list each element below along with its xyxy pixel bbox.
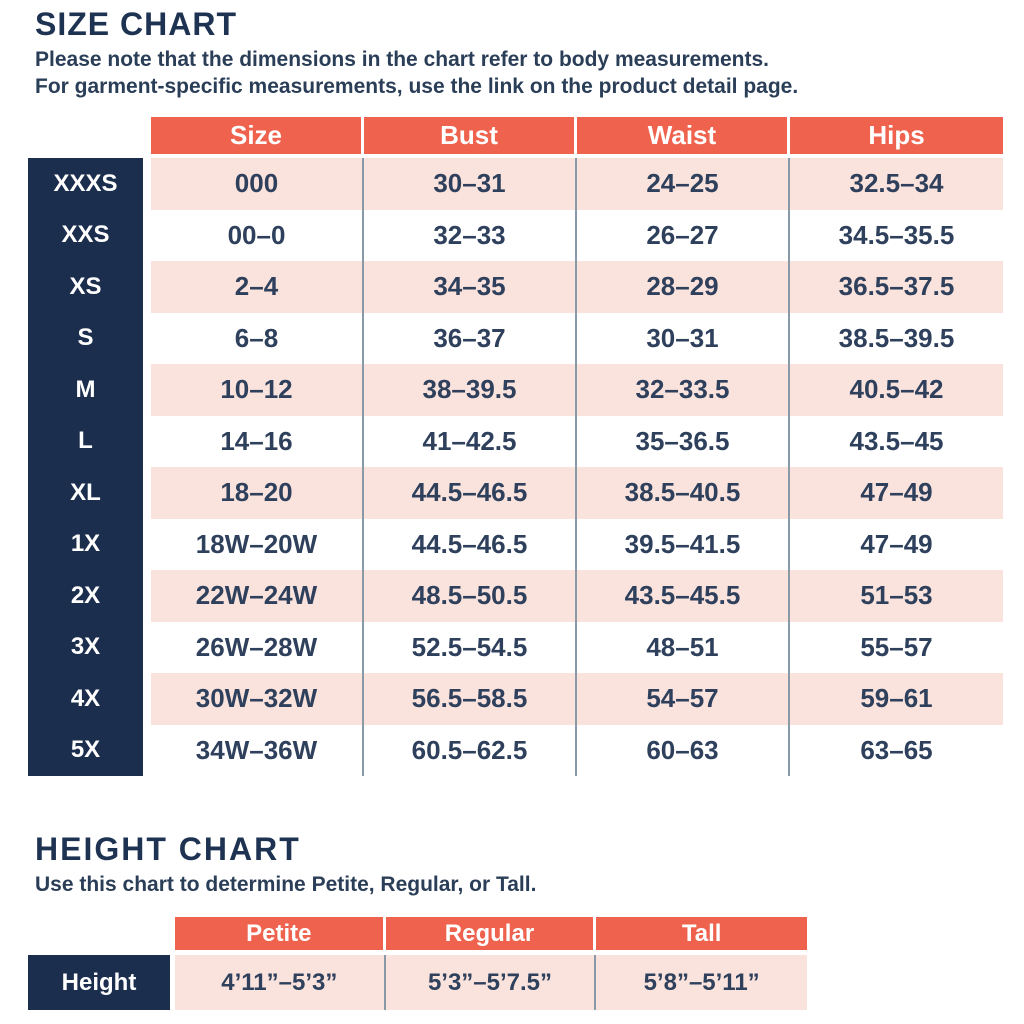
cell-bust: 38–39.5 (364, 364, 577, 416)
row-label-2x: 2X (70, 581, 101, 609)
cell-bust: 56.5–58.5 (364, 673, 577, 725)
table-row: 22W–24W 48.5–50.5 43.5–45.5 51–53 (151, 570, 1003, 622)
table-row: 2–4 34–35 28–29 36.5–37.5 (151, 261, 1003, 313)
table-row: 30W–32W 56.5–58.5 54–57 59–61 (151, 673, 1003, 725)
cell-waist: 48–51 (577, 621, 790, 673)
cell-waist: 26–27 (577, 209, 790, 261)
table-row: 34W–36W 60.5–62.5 60–63 63–65 (151, 724, 1003, 776)
height-chart-note: Use this chart to determine Petite, Regu… (35, 873, 537, 896)
cell-waist: 54–57 (577, 673, 790, 725)
cell-waist: 24–25 (577, 158, 790, 210)
size-table-header-hips: Hips (790, 117, 1003, 154)
table-row: 6–8 36–37 30–31 38.5–39.5 (151, 312, 1003, 364)
cell-bust: 34–35 (364, 261, 577, 313)
cell-waist: 60–63 (577, 724, 790, 776)
cell-hips: 34.5–35.5 (838, 219, 955, 250)
table-row: 10–12 38–39.5 32–33.5 40.5–42 (151, 364, 1003, 416)
height-header-petite: Petite (175, 917, 386, 950)
cell-size: 26W–28W (151, 621, 364, 673)
table-row: 18–20 44.5–46.5 38.5–40.5 47–49 (151, 467, 1003, 519)
cell-bust: 32–33 (364, 209, 577, 261)
row-label-xs: XS (69, 272, 102, 300)
table-row: 000 30–31 24–25 32.5–34 (151, 158, 1003, 210)
cell-hips: 36.5–37.5 (838, 271, 955, 302)
cell-waist: 32–33.5 (577, 364, 790, 416)
height-header-regular: Regular (385, 917, 597, 950)
row-label-s: S (77, 324, 94, 352)
cell-bust: 52.5–54.5 (364, 621, 577, 673)
cell-size: 22W–24W (151, 570, 364, 622)
row-label-1x: 1X (70, 530, 101, 558)
table-row: 26W–28W 52.5–54.5 48–51 55–57 (151, 621, 1003, 673)
cell-size: 14–16 (151, 415, 364, 467)
cell-waist: 39.5–41.5 (577, 518, 790, 570)
cell-size: 6–8 (151, 312, 364, 364)
height-chart-title: HEIGHT CHART (35, 831, 301, 867)
row-label-4x: 4X (70, 684, 101, 712)
size-chart-note-line1: Please note that the dimensions in the c… (35, 48, 770, 71)
height-table: Petite Regular Tall Height 4’11”–5’3” 5’… (28, 917, 807, 1010)
cell-hips: 63–65 (860, 734, 933, 765)
cell-petite-range: 4’11”–5’3” (175, 955, 386, 1010)
row-label-5x: 5X (70, 736, 101, 764)
cell-hips: 47–49 (860, 477, 933, 508)
cell-size: 30W–32W (151, 673, 364, 725)
table-row: 18W–20W 44.5–46.5 39.5–41.5 47–49 (151, 518, 1003, 570)
cell-hips: 51–53 (860, 580, 933, 611)
cell-size: 18–20 (151, 467, 364, 519)
cell-hips: 40.5–42 (849, 374, 944, 405)
cell-regular-range: 5’3”–5’7.5” (386, 955, 597, 1010)
cell-hips: 55–57 (860, 631, 933, 662)
size-table-body: 000 30–31 24–25 32.5–34 00–0 32–33 26–27… (151, 158, 1003, 776)
cell-bust: 60.5–62.5 (364, 724, 577, 776)
height-table-row: 4’11”–5’3” 5’3”–5’7.5” 5’8”–5’11” (175, 955, 807, 1010)
cell-waist: 30–31 (577, 312, 790, 364)
cell-bust: 41–42.5 (364, 415, 577, 467)
size-table: Size Bust Waist Hips XXXS XXS XS S M L X… (28, 117, 1003, 776)
size-table-header-bust: Bust (364, 117, 577, 154)
size-chart-title: SIZE CHART (35, 6, 237, 42)
cell-hips: 32.5–34 (849, 168, 944, 199)
size-table-header-waist: Waist (577, 117, 790, 154)
cell-hips: 47–49 (860, 528, 933, 559)
cell-bust: 44.5–46.5 (364, 518, 577, 570)
table-row: 00–0 32–33 26–27 34.5–35.5 (151, 209, 1003, 261)
cell-size: 000 (151, 158, 364, 210)
cell-hips: 43.5–45 (849, 425, 944, 456)
cell-bust: 36–37 (364, 312, 577, 364)
cell-size: 18W–20W (151, 518, 364, 570)
cell-waist: 28–29 (577, 261, 790, 313)
cell-bust: 44.5–46.5 (364, 467, 577, 519)
size-chart-note-line2: For garment-specific measurements, use t… (35, 75, 799, 98)
row-label-m: M (75, 375, 96, 403)
cell-size: 2–4 (151, 261, 364, 313)
cell-bust: 48.5–50.5 (364, 570, 577, 622)
size-table-row-labels: XXXS XXS XS S M L XL 1X 2X 3X 4X 5X (28, 158, 143, 776)
row-label-3x: 3X (70, 633, 101, 661)
row-label-xxs: XXS (61, 221, 110, 249)
cell-waist: 35–36.5 (577, 415, 790, 467)
row-label-l: L (78, 427, 93, 455)
height-row-label: Height (28, 955, 170, 1010)
size-table-header-row: Size Bust Waist Hips (151, 117, 1003, 154)
height-table-header-row: Petite Regular Tall (175, 917, 807, 950)
cell-waist: 43.5–45.5 (577, 570, 790, 622)
size-table-header-size: Size (151, 117, 364, 154)
cell-bust: 30–31 (364, 158, 577, 210)
table-row: 14–16 41–42.5 35–36.5 43.5–45 (151, 415, 1003, 467)
row-label-xl: XL (70, 478, 101, 506)
cell-hips: 38.5–39.5 (838, 322, 955, 353)
cell-size: 10–12 (151, 364, 364, 416)
cell-size: 34W–36W (151, 724, 364, 776)
cell-tall-range: 5’8”–5’11” (643, 968, 760, 996)
cell-waist: 38.5–40.5 (577, 467, 790, 519)
height-header-tall: Tall (596, 917, 807, 950)
cell-hips: 59–61 (860, 683, 933, 714)
cell-size: 00–0 (151, 209, 364, 261)
row-label-xxxs: XXXS (53, 169, 118, 197)
